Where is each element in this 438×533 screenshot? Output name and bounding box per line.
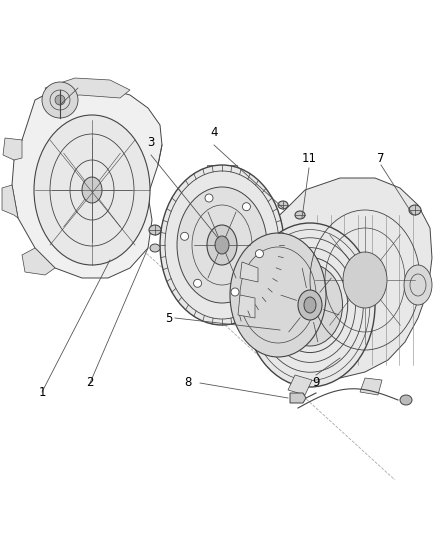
Ellipse shape xyxy=(298,290,322,320)
Text: 8: 8 xyxy=(184,376,192,390)
Text: 7: 7 xyxy=(377,152,385,166)
Ellipse shape xyxy=(207,225,237,265)
Ellipse shape xyxy=(255,249,263,257)
Ellipse shape xyxy=(160,165,284,325)
Polygon shape xyxy=(360,378,382,395)
Ellipse shape xyxy=(230,233,326,357)
Ellipse shape xyxy=(150,244,160,252)
Ellipse shape xyxy=(34,115,150,265)
Ellipse shape xyxy=(409,205,421,215)
Polygon shape xyxy=(22,248,55,275)
Polygon shape xyxy=(2,185,18,218)
Text: 1: 1 xyxy=(38,385,46,399)
Text: 9: 9 xyxy=(312,376,320,390)
Polygon shape xyxy=(12,85,162,278)
Polygon shape xyxy=(207,165,237,190)
Ellipse shape xyxy=(180,232,189,240)
Ellipse shape xyxy=(194,279,201,287)
Ellipse shape xyxy=(245,223,375,387)
Ellipse shape xyxy=(231,288,239,296)
Ellipse shape xyxy=(304,297,316,313)
Ellipse shape xyxy=(343,252,387,308)
Ellipse shape xyxy=(242,203,251,211)
Polygon shape xyxy=(238,295,255,318)
Ellipse shape xyxy=(278,201,288,209)
Ellipse shape xyxy=(278,264,343,346)
Polygon shape xyxy=(290,393,306,403)
Polygon shape xyxy=(288,375,312,395)
Polygon shape xyxy=(240,262,258,282)
Text: 2: 2 xyxy=(86,376,94,390)
Ellipse shape xyxy=(82,177,102,203)
Polygon shape xyxy=(45,78,130,98)
Ellipse shape xyxy=(42,82,78,118)
Ellipse shape xyxy=(215,236,229,254)
Ellipse shape xyxy=(55,95,65,105)
Polygon shape xyxy=(255,178,432,378)
Ellipse shape xyxy=(400,395,412,405)
Ellipse shape xyxy=(404,265,432,305)
Text: 5: 5 xyxy=(165,311,173,325)
Text: 11: 11 xyxy=(301,151,317,165)
Text: 4: 4 xyxy=(210,125,218,139)
Ellipse shape xyxy=(295,211,305,219)
Ellipse shape xyxy=(205,194,213,202)
Ellipse shape xyxy=(149,225,161,235)
Polygon shape xyxy=(3,138,22,160)
Text: 3: 3 xyxy=(147,136,155,149)
Ellipse shape xyxy=(177,187,267,303)
